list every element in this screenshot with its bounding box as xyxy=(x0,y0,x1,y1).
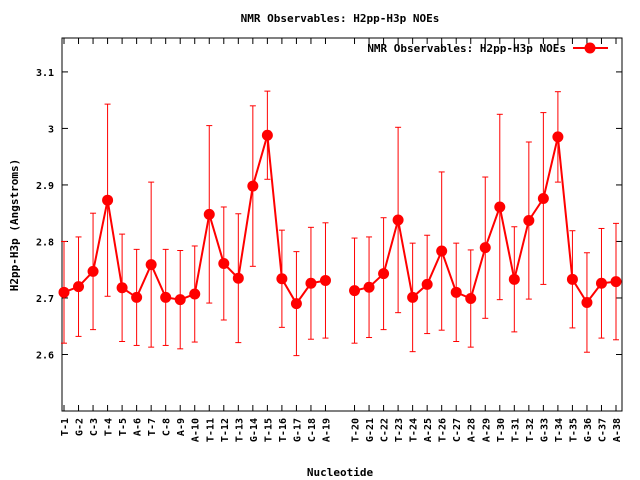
x-tick-label: T-30 xyxy=(496,418,507,442)
x-tick-label: A-38 xyxy=(612,418,623,442)
x-tick-label: C-18 xyxy=(307,418,318,442)
data-point xyxy=(218,257,230,269)
data-series xyxy=(58,90,622,357)
y-tick-label: 2.7 xyxy=(36,294,54,305)
x-tick-label: T-34 xyxy=(554,418,565,442)
x-tick-label: T-5 xyxy=(118,418,129,436)
data-point xyxy=(73,281,85,293)
x-tick-label: T-35 xyxy=(568,418,579,442)
x-tick-label: T-26 xyxy=(438,418,449,442)
x-tick-label: T-4 xyxy=(104,418,115,436)
y-tick-label: 3.1 xyxy=(36,68,54,79)
y-axis: 2.6 2.7 2.8 2.9 3 3.1 xyxy=(36,68,622,361)
data-point xyxy=(247,180,259,192)
data-point xyxy=(537,193,549,205)
x-tick-label: A-19 xyxy=(321,418,332,442)
y-axis-label: H2pp-H3p (Angstroms) xyxy=(8,159,21,291)
x-tick-label: A-29 xyxy=(481,418,492,442)
data-point xyxy=(479,242,491,254)
y-tick-label: 2.8 xyxy=(36,237,54,248)
data-point xyxy=(58,286,70,298)
y-tick-label: 3 xyxy=(48,124,54,135)
x-tick-label: A-28 xyxy=(467,418,478,442)
x-tick-label: T-32 xyxy=(525,418,536,442)
data-point xyxy=(407,291,419,303)
data-point xyxy=(610,276,622,288)
data-point xyxy=(87,265,99,277)
x-tick-label: C-3 xyxy=(89,418,100,436)
legend-label: NMR Observables: H2pp-H3p NOEs xyxy=(367,42,566,55)
data-point xyxy=(421,278,433,290)
data-point xyxy=(160,291,172,303)
data-point xyxy=(595,277,607,289)
data-point xyxy=(319,274,331,286)
x-tick-label: G-33 xyxy=(539,418,550,442)
data-point xyxy=(232,272,244,284)
x-tick-label: T-11 xyxy=(205,418,216,442)
x-tick-label: G-21 xyxy=(365,418,376,442)
data-point xyxy=(174,294,186,306)
data-point xyxy=(494,201,506,213)
x-tick-label: A-25 xyxy=(423,418,434,442)
x-tick-label: T-13 xyxy=(234,418,245,442)
x-tick-label: T-12 xyxy=(220,418,231,442)
data-point xyxy=(261,129,273,141)
data-point xyxy=(508,273,520,285)
x-tick-label: T-24 xyxy=(409,418,420,442)
x-tick-label: G-17 xyxy=(292,418,303,442)
data-point xyxy=(189,288,201,300)
chart-title: NMR Observables: H2pp-H3p NOEs xyxy=(241,12,440,25)
data-point xyxy=(581,296,593,308)
data-point xyxy=(102,194,114,206)
y-tick-label: 2.9 xyxy=(36,181,54,192)
legend-marker xyxy=(584,42,596,54)
data-point xyxy=(305,277,317,289)
data-point xyxy=(450,286,462,298)
data-point xyxy=(349,285,361,297)
data-point xyxy=(276,273,288,285)
x-tick-label: T-1 xyxy=(60,418,71,436)
x-tick-label: T-15 xyxy=(263,418,274,442)
data-point xyxy=(203,208,215,220)
x-tick-label: G-14 xyxy=(249,418,260,442)
x-tick-label: T-31 xyxy=(510,418,521,442)
data-point xyxy=(378,268,390,280)
x-tick-label: C-22 xyxy=(380,418,391,442)
x-tick-label: T-7 xyxy=(147,418,158,436)
x-tick-label: G-36 xyxy=(583,418,594,442)
plot-frame xyxy=(61,37,623,412)
data-point xyxy=(363,281,375,293)
legend: NMR Observables: H2pp-H3p NOEs xyxy=(367,42,608,55)
x-tick-label: T-20 xyxy=(351,418,362,442)
data-point xyxy=(145,259,157,271)
x-tick-label: A-6 xyxy=(133,418,144,436)
data-point xyxy=(552,131,564,143)
data-point xyxy=(290,298,302,310)
x-tick-label: A-10 xyxy=(191,418,202,442)
x-tick-label: T-16 xyxy=(278,418,289,442)
data-point xyxy=(131,291,143,303)
x-tick-label: A-9 xyxy=(176,418,187,436)
data-point xyxy=(392,214,404,226)
x-tick-label: G-2 xyxy=(75,418,86,436)
data-point xyxy=(465,293,477,305)
x-axis-label: Nucleotide xyxy=(307,466,374,479)
x-tick-label: C-27 xyxy=(452,418,463,442)
x-tick-label: C-8 xyxy=(162,418,173,436)
x-axis: T-1 G-2 C-3 T-4 T-5 A-6 T-7 C-8 A-9 A-10 T-11 T-12 T… xyxy=(60,38,623,442)
data-point xyxy=(523,215,535,227)
data-point xyxy=(116,282,128,294)
x-tick-label: T-23 xyxy=(394,418,405,442)
data-point xyxy=(436,245,448,257)
x-tick-label: C-37 xyxy=(597,418,608,442)
y-tick-label: 2.6 xyxy=(36,350,54,361)
data-point xyxy=(566,273,578,285)
